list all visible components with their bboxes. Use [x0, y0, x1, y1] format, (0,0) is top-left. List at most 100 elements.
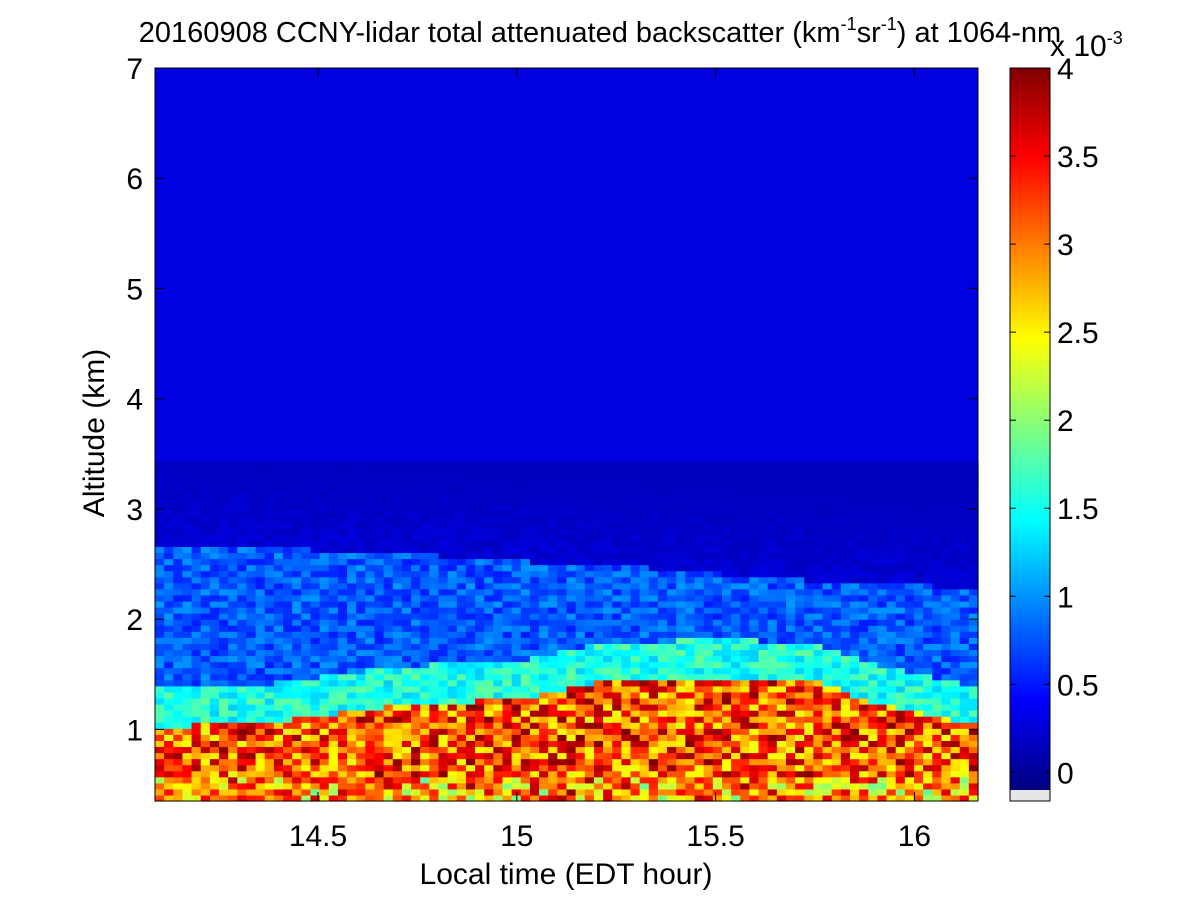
heatmap-cell	[877, 510, 888, 517]
heatmap-cell	[264, 770, 275, 778]
heatmap-cell	[292, 491, 302, 499]
heatmap-cell	[200, 510, 211, 517]
heatmap-cell	[209, 752, 220, 760]
heatmap-cell	[566, 510, 577, 517]
heatmap-cell	[639, 746, 650, 754]
heatmap-cell	[630, 467, 641, 475]
heatmap-cell	[219, 473, 229, 481]
heatmap-cell	[475, 740, 485, 748]
heatmap-cell	[520, 510, 531, 517]
heatmap-cell	[273, 728, 284, 735]
heatmap-cell	[273, 788, 284, 796]
heatmap-cell	[813, 637, 824, 644]
heatmap-cell	[712, 776, 723, 784]
heatmap-cell	[831, 473, 842, 481]
heatmap-cell	[740, 782, 750, 790]
heatmap-cell	[813, 582, 824, 590]
heatmap-cell	[785, 691, 796, 699]
heatmap-cell	[392, 782, 403, 790]
heatmap-cell	[712, 704, 723, 711]
heatmap-cell	[813, 661, 824, 669]
heatmap-cell	[411, 558, 421, 566]
heatmap-cell	[886, 540, 897, 547]
heatmap-cell	[694, 485, 705, 493]
heatmap-cell	[255, 667, 266, 675]
heatmap-cell	[520, 722, 531, 729]
heatmap-cell	[621, 637, 632, 644]
heatmap-cell	[630, 637, 641, 644]
heatmap-cell	[264, 588, 275, 596]
heatmap-cell	[712, 661, 723, 669]
heatmap-cell	[365, 570, 376, 578]
heatmap-cell	[685, 570, 696, 578]
heatmap-cell	[465, 528, 476, 535]
heatmap-cell	[868, 710, 879, 717]
heatmap-cell	[347, 667, 357, 675]
heatmap-cell	[822, 528, 833, 535]
heatmap-cell	[886, 619, 897, 626]
heatmap-cell	[639, 740, 650, 748]
heatmap-cell	[164, 794, 174, 802]
heatmap-cell	[200, 600, 211, 608]
heatmap-cell	[283, 600, 293, 608]
heatmap-cell	[273, 649, 284, 657]
heatmap-cell	[484, 788, 494, 796]
heatmap-cell	[849, 558, 860, 566]
heatmap-cell	[484, 776, 494, 784]
heatmap-cell	[447, 564, 458, 572]
heatmap-cell	[721, 661, 732, 669]
heatmap-cell	[721, 631, 732, 638]
heatmap-cell	[511, 704, 522, 711]
heatmap-cell	[219, 679, 229, 687]
heatmap-cell	[886, 643, 897, 651]
heatmap-cell	[511, 697, 522, 705]
heatmap-cell	[904, 722, 915, 729]
heatmap-cell	[548, 661, 558, 669]
heatmap-cell	[731, 655, 741, 663]
heatmap-cell	[740, 600, 750, 608]
heatmap-cell	[301, 697, 312, 705]
heatmap-cell	[337, 758, 348, 766]
heatmap-cell	[255, 576, 266, 584]
heatmap-cell	[932, 534, 943, 541]
heatmap-cell	[923, 552, 933, 560]
heatmap-cell	[813, 503, 824, 511]
heatmap-cell	[913, 461, 924, 469]
heatmap-cell	[758, 600, 769, 608]
heatmap-cell	[447, 461, 458, 469]
heatmap-cell	[292, 637, 302, 644]
heatmap-cell	[365, 722, 376, 729]
heatmap-cell	[301, 479, 312, 487]
heatmap-cell	[502, 776, 513, 784]
heatmap-cell	[703, 770, 714, 778]
heatmap-cell	[676, 558, 686, 566]
heatmap-cell	[667, 522, 677, 529]
heatmap-cell	[904, 685, 915, 693]
heatmap-cell	[721, 722, 732, 729]
heatmap-cell	[822, 510, 833, 517]
heatmap-cell	[200, 558, 211, 566]
heatmap-cell	[502, 516, 513, 523]
heatmap-cell	[401, 479, 412, 487]
heatmap-cell	[493, 473, 504, 481]
heatmap-cell	[164, 619, 174, 626]
heatmap-cell	[639, 570, 650, 578]
heatmap-cell	[575, 546, 586, 554]
heatmap-cell	[356, 607, 366, 614]
heatmap-cell	[283, 679, 293, 687]
heatmap-cell	[676, 673, 686, 681]
heatmap-cell	[273, 570, 284, 578]
heatmap-cell	[840, 722, 851, 729]
heatmap-cell	[676, 710, 686, 717]
heatmap-cell	[392, 764, 403, 772]
heatmap-cell	[694, 697, 705, 705]
heatmap-cell	[959, 534, 970, 541]
heatmap-cell	[191, 746, 202, 754]
heatmap-cell	[767, 479, 778, 487]
heatmap-cell	[584, 607, 595, 614]
heatmap-cell	[310, 503, 321, 511]
heatmap-cell	[475, 522, 485, 529]
heatmap-cell	[886, 788, 897, 796]
heatmap-cell	[731, 716, 741, 723]
heatmap-cell	[493, 685, 504, 693]
